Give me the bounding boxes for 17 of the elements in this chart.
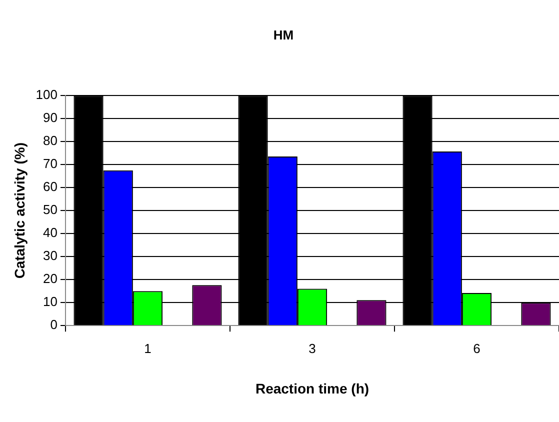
y-tick-label: 100 — [36, 87, 58, 102]
x-tick-label: 1 — [144, 340, 152, 356]
y-tick-label: 10 — [43, 294, 58, 310]
x-tick-label: 3 — [308, 340, 316, 356]
y-tick-label: 50 — [43, 202, 58, 218]
chart-title: HM — [273, 27, 294, 42]
y-tick-label: 0 — [50, 317, 58, 332]
x-axis-title: Reaction time (h) — [255, 380, 370, 396]
y-axis-title: Catalytic activity (%) — [11, 142, 28, 279]
y-tick-label: 30 — [43, 248, 58, 264]
y-tick-label: 80 — [43, 133, 58, 148]
y-tick-label: 90 — [43, 110, 58, 126]
y-tick-label: 70 — [43, 156, 58, 172]
y-tick-label: 60 — [43, 179, 58, 194]
y-tick-label: 20 — [43, 271, 58, 286]
y-tick-label: 40 — [43, 225, 58, 240]
x-tick-label: 6 — [473, 340, 480, 356]
